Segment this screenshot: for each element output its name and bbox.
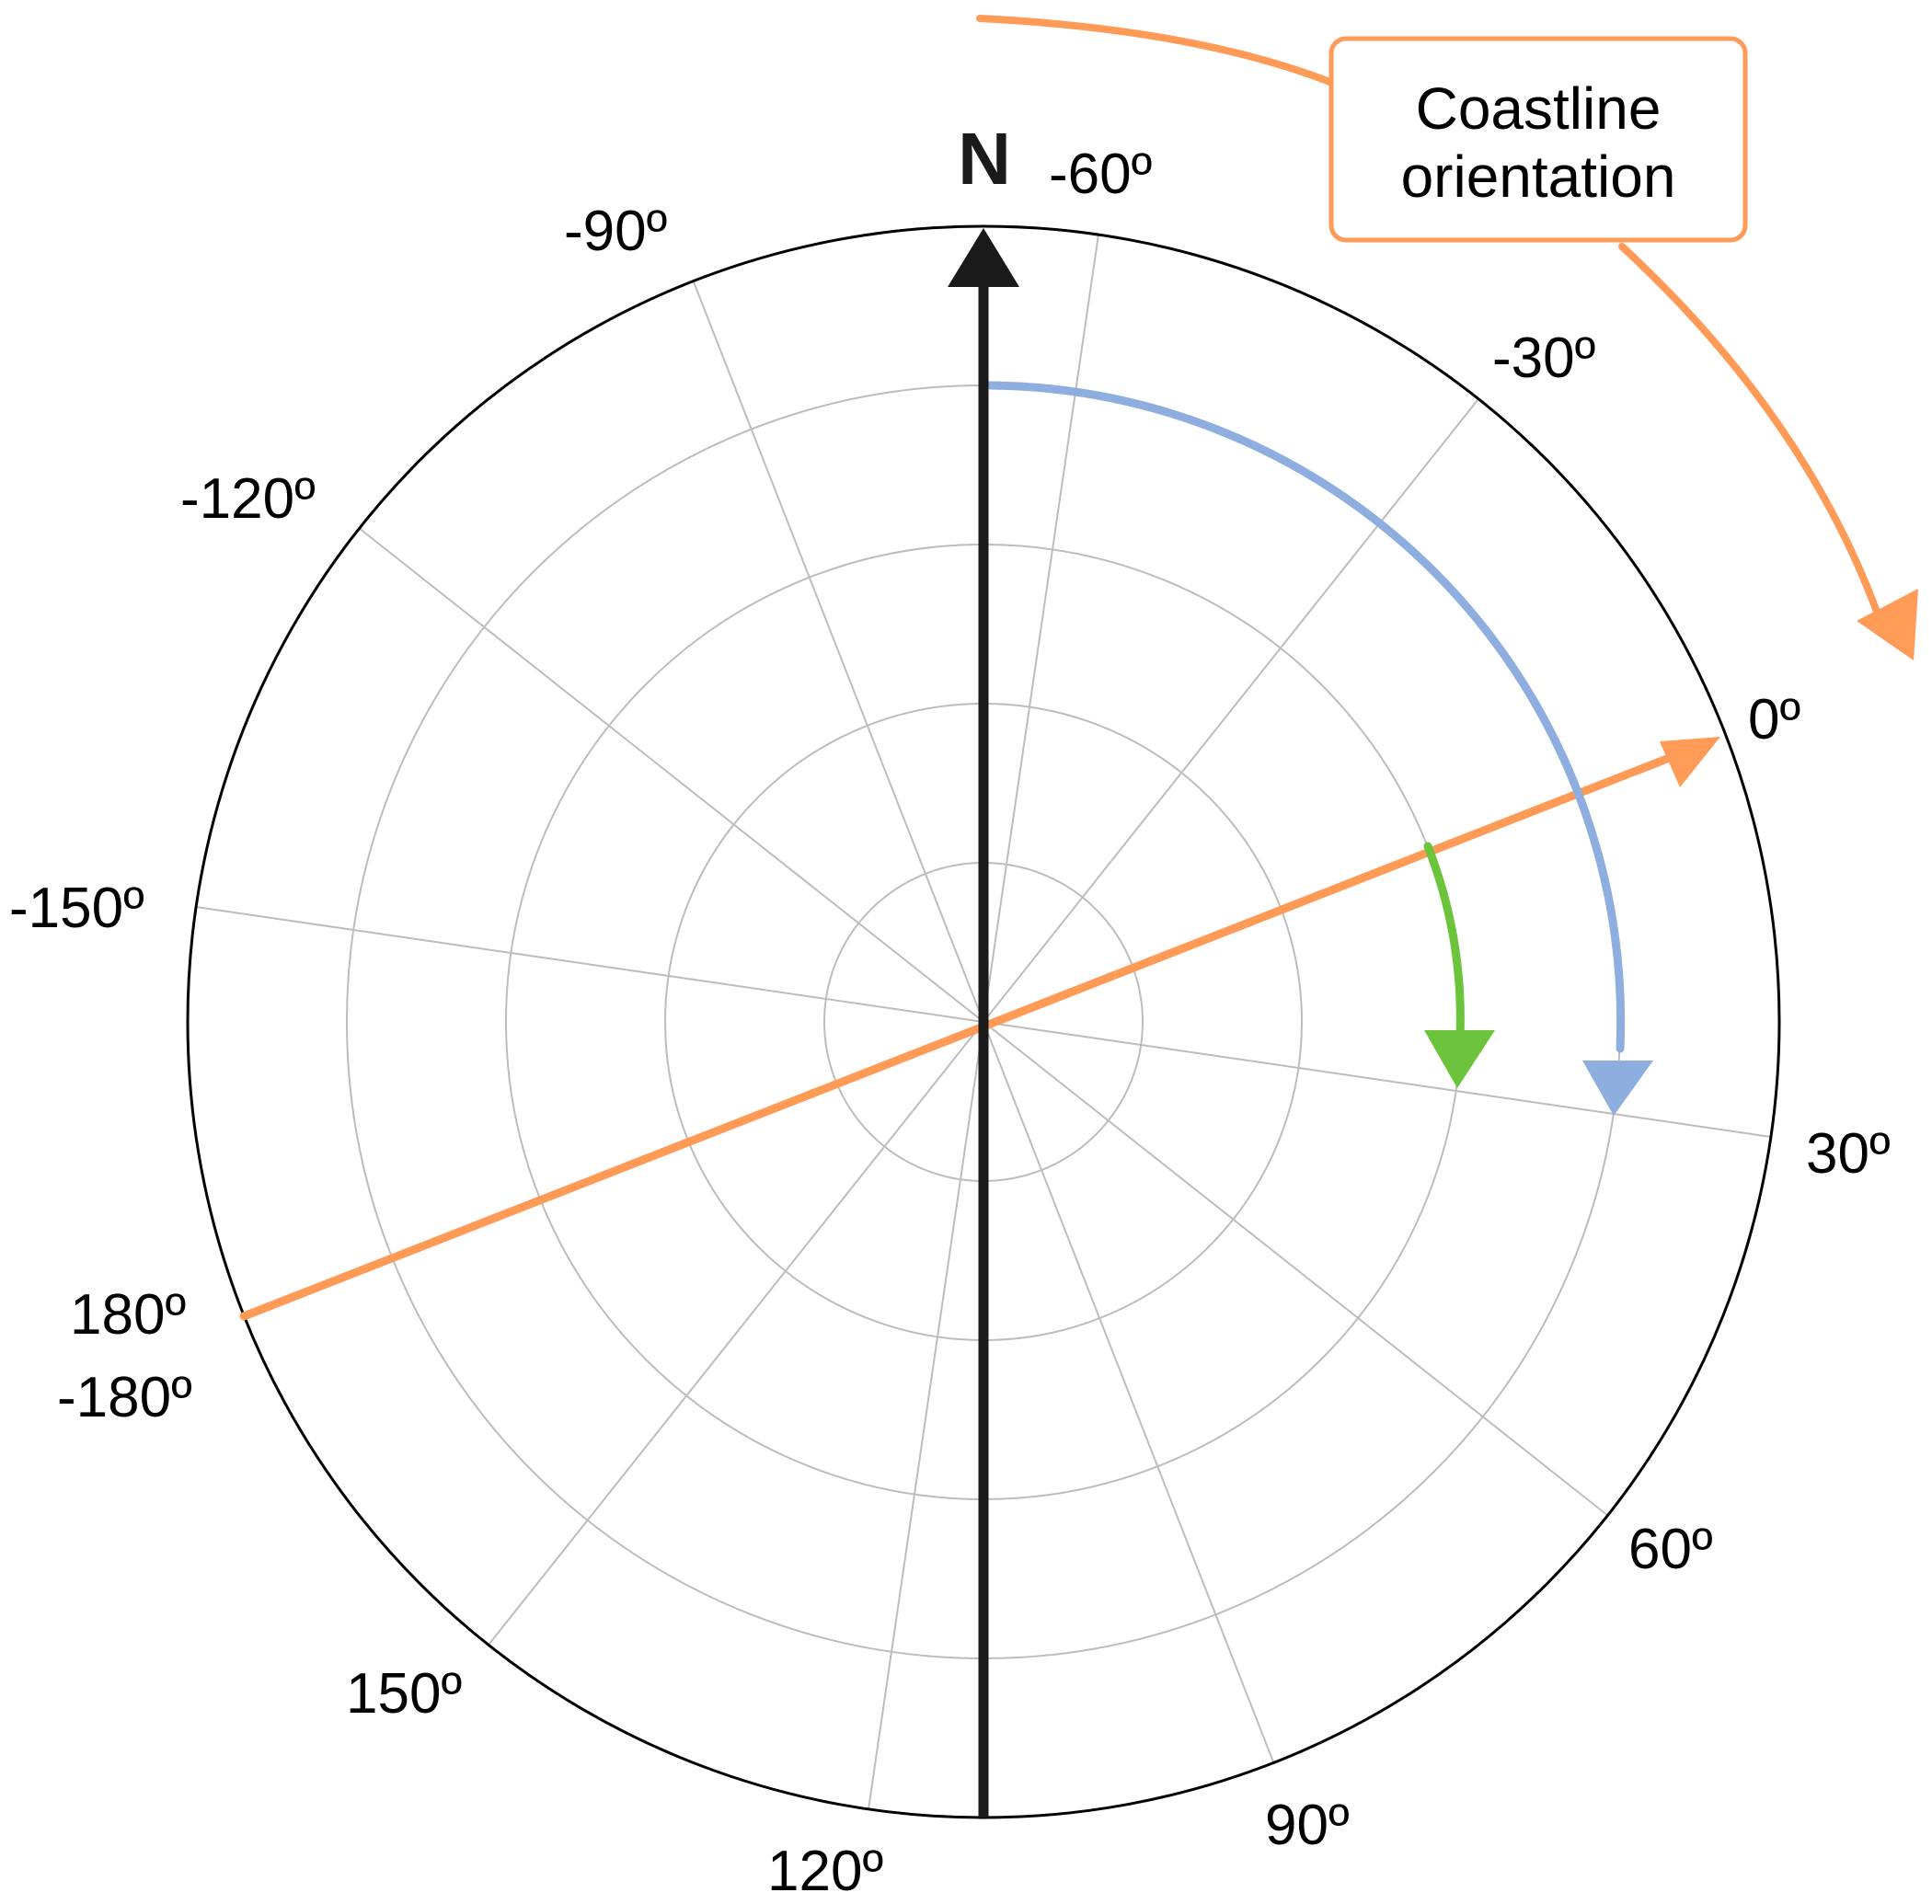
- north-arrow: [948, 228, 1019, 1818]
- angle-labels: -60º -90º -30º -120º 0º -150º 30º 180º -…: [9, 143, 1891, 1903]
- callout-connector: [976, 15, 1918, 660]
- coastline-arrowhead: [1660, 737, 1720, 787]
- blue-arc-arrowhead: [1582, 1061, 1653, 1116]
- angle-label-p180: 180º: [70, 1283, 186, 1347]
- north-arrowhead: [948, 228, 1019, 287]
- angle-label-m30: -30º: [1492, 327, 1595, 390]
- angle-label-p30: 30º: [1806, 1122, 1891, 1186]
- green-angle-arc: [1423, 842, 1495, 1088]
- callout-line-1: Coastline: [1416, 75, 1662, 142]
- callout-line-2: orientation: [1401, 143, 1676, 210]
- angle-label-m60: -60º: [1049, 143, 1152, 206]
- callout-connector-top: [976, 15, 1336, 86]
- callout-box-frame: [1328, 36, 1748, 243]
- angle-label-p60: 60º: [1628, 1518, 1713, 1581]
- angle-label-zero: 0º: [1748, 688, 1800, 751]
- angle-label-p90: 90º: [1265, 1794, 1350, 1857]
- angle-label-m150: -150º: [9, 877, 144, 940]
- blue-angle-arc: [985, 381, 1653, 1116]
- coastline-line: [239, 737, 1720, 1321]
- coastline-axis: [239, 751, 1681, 1321]
- angle-label-p120: 120º: [767, 1840, 883, 1903]
- north-label: N: [958, 118, 1011, 200]
- callout-box: Coastline orientation: [1328, 36, 1748, 243]
- callout-arrowhead: [1857, 589, 1918, 660]
- angle-label-m90: -90º: [564, 200, 667, 263]
- angle-label-m120: -120º: [180, 467, 316, 531]
- angle-label-p150: 150º: [346, 1662, 462, 1726]
- blue-arc-path: [985, 381, 1626, 1053]
- angle-label-m180: -180º: [57, 1366, 192, 1429]
- green-arc-arrowhead: [1424, 1030, 1495, 1088]
- callout-connector-bottom: [1618, 243, 1880, 615]
- green-arc-path: [1423, 842, 1465, 1042]
